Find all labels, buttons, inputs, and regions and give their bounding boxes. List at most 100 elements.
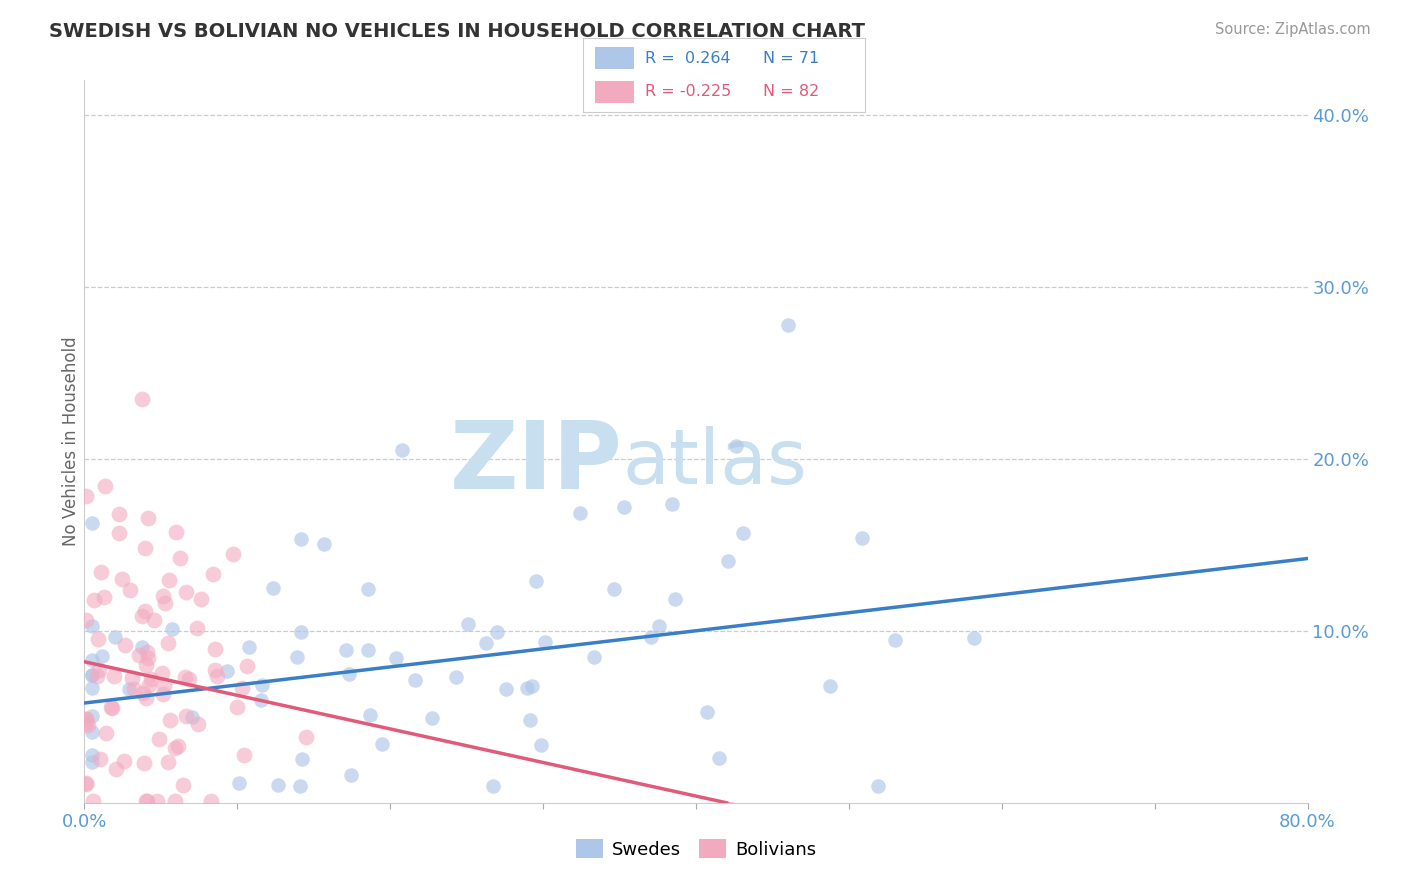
Point [150, 665, 173, 680]
Point [108, 526, 131, 541]
Point [530, 739, 553, 753]
Point [139, 673, 162, 687]
Point [295, 731, 318, 745]
Point [724, 439, 747, 453]
Point [75, 613, 97, 627]
Point [404, 673, 426, 687]
Point [112, 754, 135, 768]
Text: Source: ZipAtlas.com: Source: ZipAtlas.com [1215, 22, 1371, 37]
Point [385, 650, 408, 665]
Point [132, 686, 155, 700]
Point [371, 737, 394, 751]
FancyBboxPatch shape [595, 81, 634, 103]
Point [135, 658, 157, 673]
Point [238, 640, 260, 655]
Point [136, 510, 159, 524]
Point [314, 537, 336, 551]
Point [143, 613, 166, 627]
Point [569, 506, 592, 520]
Point [131, 640, 153, 654]
Point [104, 630, 127, 644]
Point [262, 581, 284, 595]
Point [883, 633, 905, 648]
Point [118, 583, 141, 598]
Point [75, 489, 97, 503]
Point [80, 747, 103, 762]
Point [89, 664, 111, 678]
Text: R =  0.264: R = 0.264 [645, 51, 731, 66]
Point [250, 677, 273, 691]
Point [94, 726, 117, 740]
Point [135, 691, 157, 706]
Point [82, 794, 104, 808]
Text: N = 82: N = 82 [763, 84, 820, 99]
Point [148, 731, 170, 746]
Point [250, 693, 273, 707]
Point [136, 645, 159, 659]
Point [200, 794, 222, 808]
Point [80, 668, 103, 682]
Point [114, 638, 136, 652]
Point [174, 670, 197, 684]
Point [228, 776, 250, 790]
Point [80, 681, 103, 695]
Point [80, 667, 103, 681]
Point [104, 763, 127, 777]
Point [524, 574, 547, 589]
Point [134, 541, 156, 556]
Point [152, 589, 174, 603]
Point [80, 709, 103, 723]
Point [118, 681, 141, 696]
Point [80, 653, 103, 667]
Point [128, 648, 150, 663]
Point [174, 708, 197, 723]
Point [163, 741, 186, 756]
Point [519, 713, 541, 727]
Point [111, 572, 134, 586]
Point [648, 619, 671, 633]
Point [716, 554, 738, 568]
Point [231, 681, 253, 695]
Point [177, 672, 200, 686]
Point [162, 623, 184, 637]
Point [136, 651, 159, 665]
Text: N = 71: N = 71 [763, 51, 820, 66]
Point [495, 681, 517, 696]
Point [357, 582, 380, 596]
Point [457, 617, 479, 632]
Point [159, 713, 181, 727]
Point [80, 516, 103, 530]
Point [90, 565, 112, 579]
Point [222, 547, 245, 561]
Point [75, 712, 97, 726]
Point [776, 318, 799, 332]
Point [75, 777, 97, 791]
Point [190, 592, 212, 607]
Point [187, 717, 209, 731]
Point [146, 794, 169, 808]
Point [267, 778, 290, 792]
Point [131, 392, 153, 406]
Y-axis label: No Vehicles in Household: No Vehicles in Household [62, 336, 80, 547]
FancyBboxPatch shape [595, 47, 634, 69]
Point [172, 778, 194, 792]
Point [86, 669, 108, 683]
Point [121, 671, 143, 685]
Point [204, 642, 226, 657]
Point [136, 794, 159, 808]
Point [444, 670, 467, 684]
Point [153, 596, 176, 610]
Point [661, 497, 683, 511]
Point [482, 779, 505, 793]
Point [851, 531, 873, 545]
Legend: Swedes, Bolivians: Swedes, Bolivians [568, 832, 824, 866]
Point [163, 794, 186, 808]
Point [640, 630, 662, 644]
Point [359, 707, 381, 722]
Point [152, 678, 174, 692]
Point [733, 525, 755, 540]
Point [818, 679, 841, 693]
Point [94, 479, 117, 493]
Point [80, 725, 103, 739]
Point [204, 663, 226, 677]
